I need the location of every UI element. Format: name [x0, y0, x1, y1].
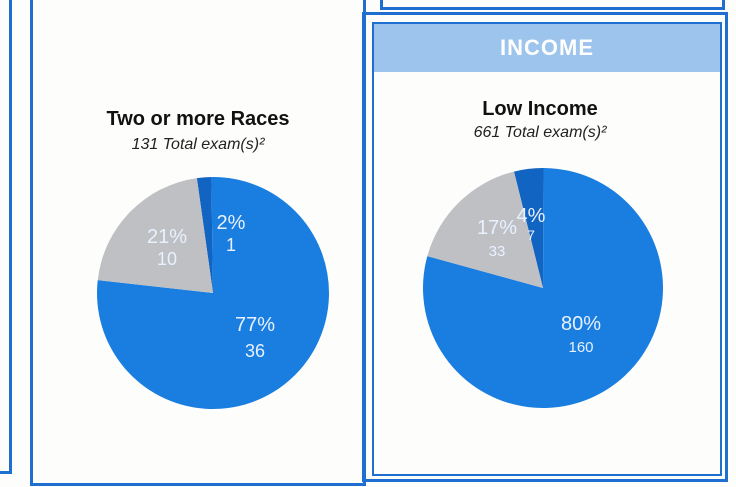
pie-chart-low-income: 4%7 80% 160 17% 33 — [423, 168, 663, 408]
pie-percent-label-two-or-more-races-1: 77% — [235, 314, 275, 336]
pie-count-label-two-or-more-races-0: 1 — [226, 235, 236, 255]
income-section-header: INCOME — [374, 24, 720, 72]
panel-frame-right — [362, 12, 728, 482]
chart-title-low-income: Low Income — [482, 98, 598, 120]
pie-percent-label-two-or-more-races-0: 2% — [217, 212, 246, 234]
pie-percent-label-low-income-1: 80% — [561, 313, 601, 335]
pie-count-label-two-or-more-races-1: 36 — [245, 341, 265, 361]
pie-slice-low-income-0 — [513, 168, 544, 288]
panel-frame-left — [0, 0, 12, 474]
chart-subtitle-low-income: 661 Total exam(s)² — [473, 124, 607, 141]
pie-slice-two-or-more-races-0 — [196, 177, 213, 293]
pie-slice-low-income-2 — [427, 171, 543, 288]
pie-percent-label-low-income-0: 4% — [517, 205, 546, 227]
chart-subtitle-two-or-more-races: 131 Total exam(s)² — [131, 136, 265, 153]
pie-count-label-low-income-1: 160 — [568, 339, 593, 356]
pie-percent-label-low-income-2: 17% — [477, 217, 517, 239]
pie-count-label-low-income-2: 33 — [489, 243, 506, 260]
pie-count-label-two-or-more-races-2: 10 — [157, 249, 177, 269]
panel-frame-top-right — [380, 0, 725, 10]
pie-slice-low-income-1 — [423, 168, 663, 408]
panel-frame-right-inner — [372, 22, 722, 476]
pie-percent-label-two-or-more-races-2: 21% — [147, 226, 187, 248]
pie-count-label-low-income-0: 7 — [527, 227, 535, 243]
pie-chart-two-or-more-races: 2%1 77% 36 21%10 — [97, 177, 329, 409]
chart-title-two-or-more-races: Two or more Races — [106, 108, 290, 130]
pie-slice-two-or-more-races-2 — [97, 178, 213, 293]
